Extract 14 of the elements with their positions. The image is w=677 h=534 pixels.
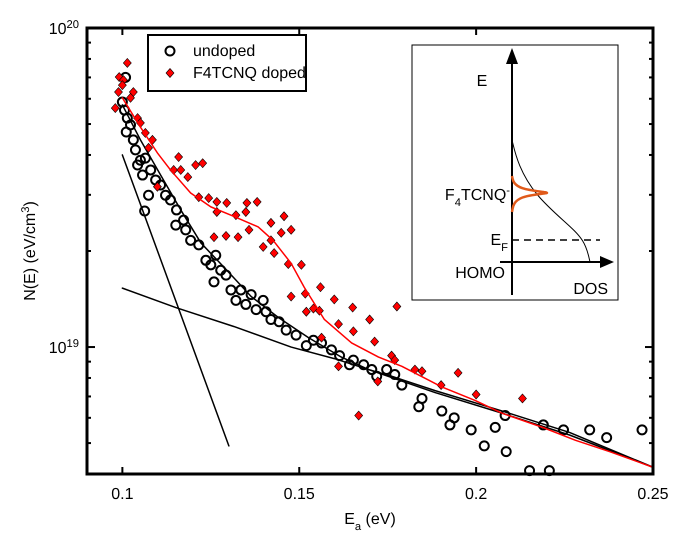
annotation: F$_{4}$TCNQ$^{-}$: [444, 185, 510, 209]
y-tick-label: 10$^{19}$: [48, 338, 79, 358]
x-tick-label: 0.1: [111, 486, 134, 503]
legend-label: undoped: [193, 43, 256, 60]
x-tick-label: 0.2: [465, 486, 488, 503]
annotation: E$_{F}$: [490, 232, 508, 254]
annotation: HOMO: [455, 265, 505, 282]
x-axis-title: E$_{a}$ (eV): [344, 511, 396, 533]
annotation: DOS: [573, 281, 608, 298]
x-tick-label: 0.15: [284, 486, 315, 503]
y-tick-label: 10$^{20}$: [48, 19, 79, 38]
annotation: E: [476, 73, 488, 90]
legend-label: F4TCNQ doped: [193, 65, 306, 82]
x-tick-label: 0.25: [637, 486, 669, 503]
